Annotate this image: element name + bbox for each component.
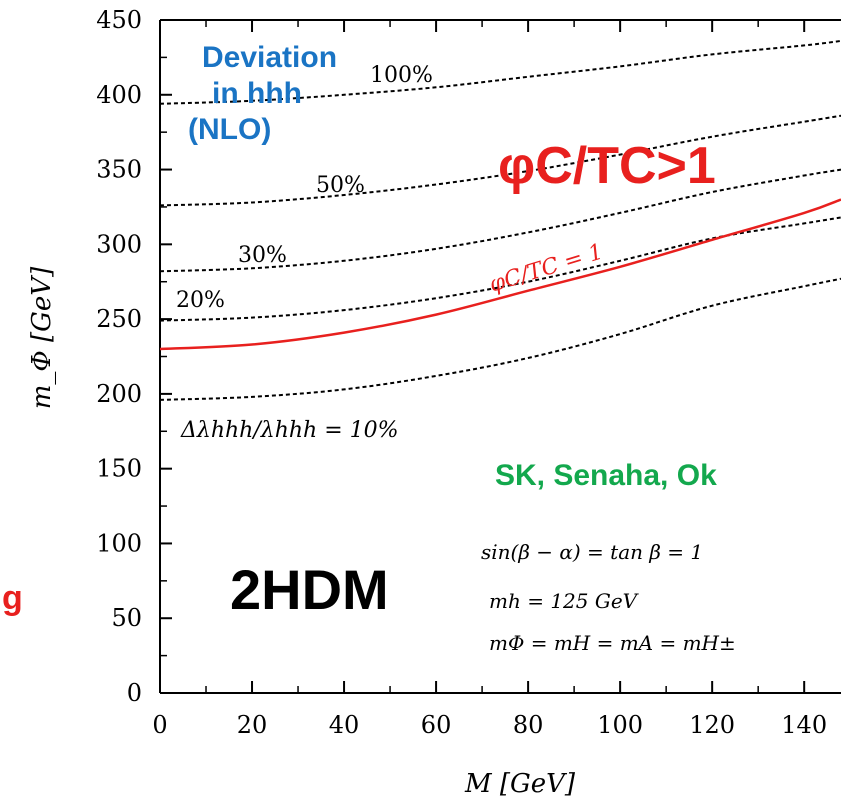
- y-tick-label: 300: [96, 230, 142, 258]
- y-tick-label: 450: [96, 6, 142, 34]
- curve-label-30: 30%: [238, 243, 287, 268]
- curve-dotted-2: [159, 168, 841, 273]
- authors-label: SK, Senaha, Ok: [495, 459, 717, 492]
- y-tick-label: 250: [96, 305, 142, 333]
- curve-dotted-0: [159, 277, 841, 401]
- y-axis-label: m_Φ [GeV]: [27, 266, 57, 409]
- x-tick-label: 120: [689, 711, 735, 739]
- deviation-line-2: in hhh: [212, 77, 302, 110]
- x-tick-label: 60: [421, 711, 452, 739]
- cut-text-fragment: g: [2, 579, 23, 617]
- data-curves: [159, 39, 841, 401]
- curve-label-phi: φC/TC = 1: [486, 239, 606, 297]
- deviation-label: Deviation in hhh (NLO): [188, 40, 338, 148]
- param-mh: mh = 125 GeV: [489, 589, 640, 613]
- x-axis-label: M [GeV]: [464, 769, 576, 799]
- y-tick-label: 350: [96, 156, 142, 184]
- x-tick-label: 20: [237, 711, 268, 739]
- param-mphi: mΦ = mH = mA = mH±: [489, 631, 736, 655]
- param-sin: sin(β − α) = tan β = 1: [481, 540, 703, 564]
- curve-label-10: Δλhhh/λhhh = 10%: [180, 418, 399, 443]
- y-tick-label: 150: [96, 455, 142, 483]
- y-tick-label: 50: [111, 604, 142, 632]
- curve-label-20: 20%: [176, 288, 225, 313]
- y-tick-label: 400: [96, 81, 142, 109]
- x-tick-label: 40: [329, 711, 360, 739]
- model-label: 2HDM: [230, 558, 389, 621]
- y-tick-label: 200: [96, 380, 142, 408]
- y-tick-label: 100: [96, 529, 142, 557]
- curve-phi-tc: [159, 198, 841, 351]
- curve-label-100: 100%: [370, 63, 433, 88]
- curve-label-50: 50%: [316, 173, 365, 198]
- axis-ticks: [159, 19, 806, 694]
- x-tick-label: 100: [597, 711, 643, 739]
- x-tick-label: 140: [781, 711, 827, 739]
- x-tick-label: 0: [152, 711, 167, 739]
- y-tick-label: 0: [127, 679, 142, 707]
- deviation-line-1: Deviation: [202, 41, 338, 74]
- tick-labels: 0 50 100 150 200 250 300 350 400 450 0 20 40 60 80 100 1…: [96, 6, 827, 739]
- deviation-line-3: (NLO): [188, 113, 272, 146]
- curve-dotted-3: [159, 114, 841, 207]
- x-tick-label: 80: [513, 711, 544, 739]
- region-label: φC/TC>1: [498, 137, 716, 195]
